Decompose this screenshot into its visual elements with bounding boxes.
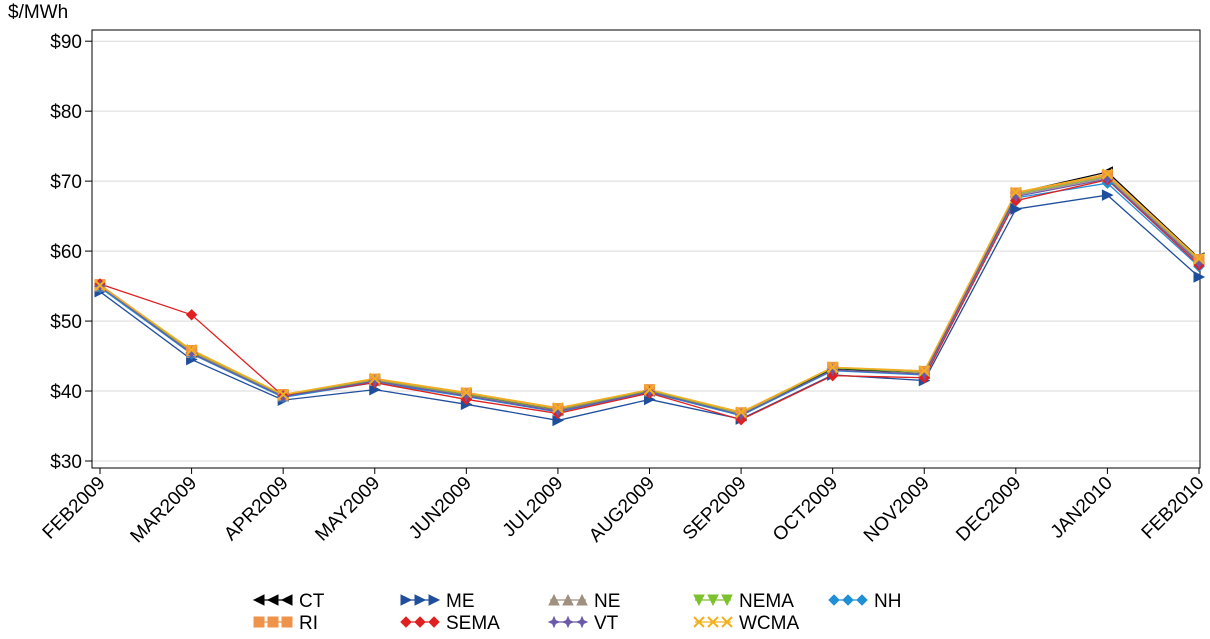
data-point — [918, 365, 930, 377]
legend-marker — [266, 594, 279, 606]
legend-marker — [414, 594, 427, 606]
legend-marker — [842, 594, 854, 606]
x-tick-label: FEB2010 — [1138, 473, 1209, 544]
x-tick-label: JUN2009 — [405, 473, 476, 544]
data-point — [369, 372, 381, 385]
y-axis-label: $/MWh — [8, 2, 68, 23]
data-point — [1010, 203, 1022, 215]
data-point — [643, 385, 656, 399]
legend-label: RI — [299, 613, 318, 634]
series-line — [99, 182, 1200, 417]
legend-marker — [721, 616, 733, 628]
series-line — [99, 173, 1200, 413]
x-tick-label: APR2009 — [220, 473, 292, 545]
legend-marker — [561, 615, 575, 629]
data-point — [1101, 168, 1114, 180]
x-tick-label: JUL2009 — [499, 473, 568, 542]
legend-label: NE — [594, 591, 620, 612]
legend-marker — [721, 594, 733, 607]
x-tick-label: SEP2009 — [679, 473, 751, 545]
legend-marker — [707, 616, 719, 628]
x-tick-label: JAN2010 — [1047, 473, 1117, 543]
x-tick-label: OCT2009 — [769, 473, 842, 546]
legend-marker — [400, 594, 413, 606]
data-point — [94, 279, 106, 292]
legend-label: NH — [874, 591, 901, 612]
legend-marker — [252, 594, 265, 606]
x-tick-label: NOV2009 — [860, 473, 934, 547]
x-tick-label: DEC2009 — [952, 473, 1025, 546]
legend-marker — [548, 593, 560, 606]
legend-marker — [562, 593, 574, 606]
x-tick-label: FEB2009 — [39, 473, 110, 544]
legend-marker — [280, 594, 293, 606]
data-point — [185, 309, 198, 321]
data-point — [735, 406, 747, 418]
data-point — [1193, 253, 1205, 265]
y-tick-label: $30 — [50, 452, 82, 473]
legend-marker — [856, 594, 868, 606]
legend-marker — [428, 594, 441, 606]
legend-marker — [267, 616, 279, 628]
series-line — [99, 174, 1200, 414]
legend-marker — [693, 616, 705, 628]
legend-marker — [575, 615, 589, 629]
x-tick-label: AUG2009 — [585, 473, 659, 547]
y-tick-label: $50 — [50, 312, 82, 333]
legend-label: SEMA — [446, 613, 500, 634]
legend-marker — [828, 594, 840, 606]
legend-marker — [253, 616, 265, 628]
data-point — [1193, 271, 1206, 283]
data-point — [277, 388, 289, 401]
data-point — [552, 402, 564, 414]
legend-label: CT — [299, 591, 325, 612]
x-tick-label: MAY2009 — [311, 473, 384, 546]
x-tick-label: MAR2009 — [127, 473, 202, 548]
plot-frame — [91, 29, 1201, 469]
y-tick-label: $90 — [50, 32, 82, 53]
y-tick-label: $60 — [50, 242, 82, 263]
legend-marker — [414, 616, 426, 628]
legend-marker — [576, 593, 588, 606]
legend-marker — [693, 594, 705, 607]
series-line — [99, 175, 1200, 415]
legend-marker — [428, 616, 440, 628]
data-point — [643, 383, 656, 396]
legend-marker — [707, 594, 719, 607]
data-point — [185, 344, 198, 356]
y-tick-label: $40 — [50, 382, 82, 403]
series-line — [99, 179, 1200, 421]
legend-label: VT — [594, 613, 619, 634]
data-point — [460, 386, 473, 399]
y-tick-label: $80 — [50, 102, 82, 123]
data-point — [826, 361, 839, 373]
legend-label: ME — [446, 591, 475, 612]
y-tick-label: $70 — [50, 172, 82, 193]
data-point — [1101, 189, 1114, 201]
data-point — [276, 390, 290, 403]
legend-marker — [400, 616, 412, 628]
legend-label: WCMA — [739, 613, 799, 634]
legend-marker — [547, 615, 561, 629]
legend-marker — [281, 616, 293, 628]
data-point — [1010, 186, 1022, 199]
legend-label: NEMA — [739, 591, 794, 612]
